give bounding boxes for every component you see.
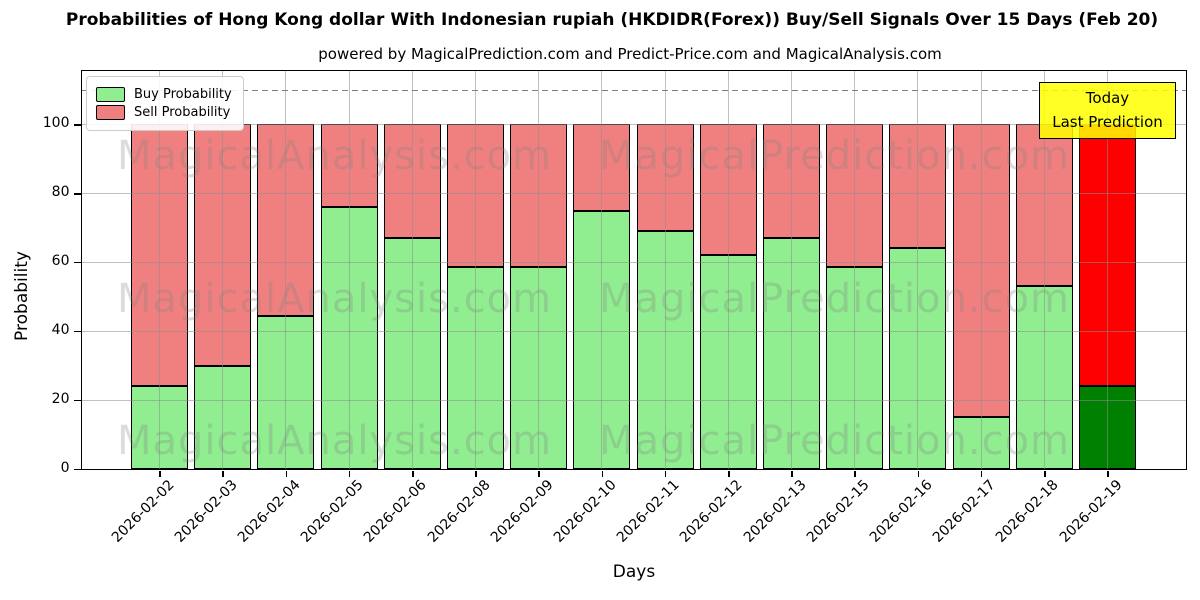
today-annotation-line1: Today [1085,89,1130,107]
y-tick-label: 0 [60,460,70,476]
legend-item-buy: Buy Probability [96,87,232,102]
vertical-gridline [411,71,413,469]
legend-label: Buy Probability [134,87,232,102]
x-tick-label: 2026-02-11 [614,477,683,546]
vertical-gridline [1043,71,1045,469]
x-axis-title: Days [612,562,656,582]
y-tick-label: 60 [51,253,70,270]
x-tick-label: 2026-02-18 [993,477,1063,546]
y-tick-mark [73,124,81,126]
x-tick-mark [285,471,288,477]
x-tick-mark [917,471,920,477]
x-tick-mark [538,471,540,477]
x-tick-mark [222,471,224,477]
horizontal-gridline [82,400,1186,402]
horizontal-gridline [82,124,1186,126]
x-tick-label: 2026-02-02 [108,477,178,546]
x-tick-mark [475,471,477,477]
today-annotation-line2: Last Prediction [1052,113,1163,131]
plot-area: MagicalAnalysis.com MagicalPrediction.com… [81,70,1187,470]
vertical-gridline [285,71,287,469]
vertical-gridline [980,71,982,469]
vertical-gridline [791,71,792,469]
x-tick-label: 2026-02-08 [424,477,494,546]
x-tick-label: 2026-02-06 [361,477,431,546]
legend-item-sell: Sell Probability [96,105,232,120]
x-tick-mark [601,471,604,477]
x-tick-label: 2026-02-15 [803,477,873,546]
today-annotation: Today Last Prediction [1039,82,1176,139]
vertical-gridline [538,71,540,469]
y-tick-mark [73,193,81,195]
x-tick-mark [728,471,730,477]
vertical-gridline [348,71,350,469]
x-tick-label: 2026-02-05 [298,477,367,546]
x-tick-label: 2026-02-09 [487,477,557,546]
vertical-gridline [222,71,224,469]
chart-subtitle: powered by MagicalPrediction.com and Pre… [318,45,942,63]
vertical-gridline [475,71,476,469]
x-tick-mark [348,471,351,477]
chart-title: Probabilities of Hong Kong dollar With I… [65,10,1159,30]
horizontal-gridline [82,262,1186,264]
dashed-guideline [82,89,1186,92]
x-tick-mark [159,471,161,477]
x-tick-label: 2026-02-13 [740,477,810,546]
x-tick-mark [791,471,793,477]
y-tick-mark [73,468,81,471]
x-tick-mark [854,471,856,477]
vertical-gridline [601,71,603,469]
horizontal-gridline [82,331,1186,333]
x-tick-mark [412,471,414,477]
y-tick-label: 40 [51,322,70,339]
x-tick-label: 2026-02-04 [234,477,304,546]
x-tick-label: 2026-02-19 [1056,477,1126,546]
x-tick-label: 2026-02-10 [550,477,620,546]
x-tick-label: 2026-02-12 [677,477,747,546]
vertical-gridline [917,71,919,469]
vertical-gridline [664,71,666,469]
legend-label: Sell Probability [134,105,231,120]
vertical-gridline [159,71,160,469]
y-tick-mark [73,330,81,333]
y-tick-label: 80 [51,184,70,201]
x-tick-mark [1044,471,1046,477]
vertical-gridline [727,71,729,469]
x-tick-mark [664,471,667,477]
x-tick-mark [980,471,983,477]
x-tick-label: 2026-02-16 [866,477,936,546]
x-tick-label: 2026-02-17 [930,477,999,546]
y-tick-mark [73,261,81,264]
x-tick-mark [1107,471,1109,477]
y-tick-label: 20 [51,391,70,408]
y-tick-mark [73,399,81,402]
legend: Buy Probability Sell Probability [86,76,244,131]
horizontal-gridline [82,193,1186,195]
legend-swatch-icon [96,105,125,120]
x-tick-label: 2026-02-03 [171,477,241,546]
y-tick-label: 100 [42,115,70,132]
vertical-gridline [854,71,856,469]
vertical-gridline [1107,71,1108,469]
legend-swatch-icon [96,87,125,102]
